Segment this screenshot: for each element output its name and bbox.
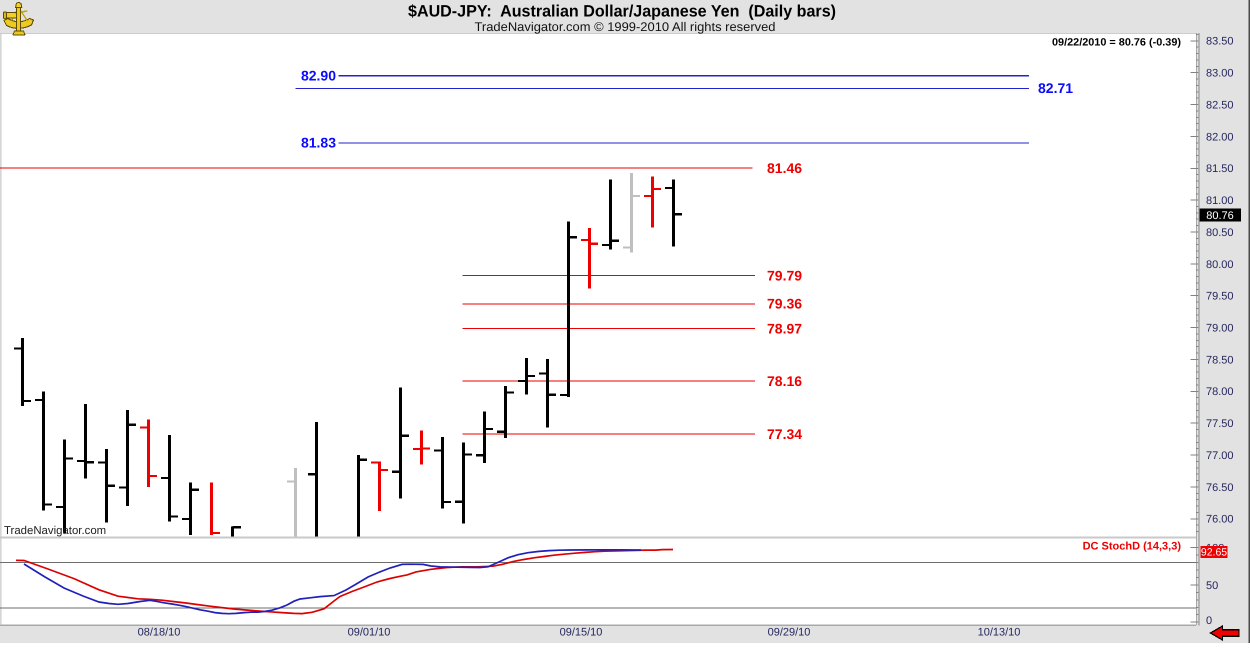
svg-text:80.50: 80.50 [1206, 227, 1234, 239]
svg-text:50: 50 [1206, 580, 1218, 592]
svg-text:09/22/2010 = 80.76 (-0.39): 09/22/2010 = 80.76 (-0.39) [1052, 37, 1181, 49]
svg-text:10/13/10: 10/13/10 [978, 627, 1021, 639]
svg-text:81.00: 81.00 [1206, 195, 1234, 207]
svg-text:80.76: 80.76 [1206, 210, 1234, 222]
svg-text:92.65: 92.65 [1201, 547, 1227, 559]
svg-text:77.00: 77.00 [1206, 450, 1234, 462]
svg-text:DC StochD (14,3,3): DC StochD (14,3,3) [1083, 541, 1182, 553]
svg-text:83.00: 83.00 [1206, 68, 1234, 80]
svg-text:$AUD-JPY: Australian Dollar/J: $AUD-JPY: Australian Dollar/Japanese Yen… [408, 2, 836, 20]
svg-text:76.50: 76.50 [1206, 482, 1234, 494]
svg-text:79.00: 79.00 [1206, 323, 1234, 335]
svg-text:82.50: 82.50 [1206, 99, 1234, 111]
svg-text:81.46: 81.46 [767, 160, 802, 176]
svg-text:TradeNavigator.com: TradeNavigator.com [4, 525, 106, 537]
svg-text:78.50: 78.50 [1206, 354, 1234, 366]
svg-text:79.36: 79.36 [767, 296, 802, 312]
svg-text:80.00: 80.00 [1206, 259, 1234, 271]
svg-text:77.50: 77.50 [1206, 418, 1234, 430]
svg-text:78.00: 78.00 [1206, 386, 1234, 398]
svg-text:82.71: 82.71 [1038, 80, 1073, 96]
svg-text:0: 0 [1206, 615, 1212, 627]
svg-text:76.00: 76.00 [1206, 514, 1234, 526]
svg-text:81.83: 81.83 [301, 135, 336, 151]
svg-text:83.50: 83.50 [1206, 36, 1234, 48]
svg-text:78.16: 78.16 [767, 373, 802, 389]
svg-text:79.79: 79.79 [767, 267, 802, 283]
svg-text:09/15/10: 09/15/10 [560, 627, 603, 639]
svg-text:09/01/10: 09/01/10 [348, 627, 391, 639]
svg-text:TradeNavigator.com © 1999-2010: TradeNavigator.com © 1999-2010 All right… [475, 20, 776, 34]
svg-text:81.50: 81.50 [1206, 163, 1234, 175]
svg-text:08/18/10: 08/18/10 [138, 627, 181, 639]
svg-text:77.34: 77.34 [767, 426, 802, 442]
svg-text:79.50: 79.50 [1206, 291, 1234, 303]
svg-text:09/29/10: 09/29/10 [768, 627, 811, 639]
svg-text:82.00: 82.00 [1206, 131, 1234, 143]
svg-text:78.97: 78.97 [767, 320, 802, 336]
svg-text:82.90: 82.90 [301, 68, 336, 84]
